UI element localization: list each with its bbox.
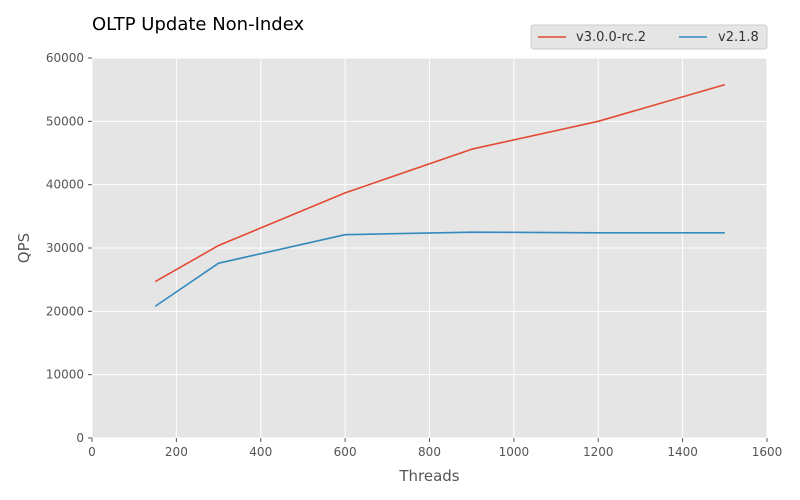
legend-label-v3: v3.0.0-rc.2 [576,30,646,45]
legend-label-v2: v2.1.8 [718,30,759,45]
y-tick-label: 50000 [46,114,84,128]
series-lines [154,83,726,307]
y-tick-label: 30000 [46,241,84,255]
x-axis: 0 200 400 600 800 1000 1200 1400 1600 [88,438,782,459]
x-tick-label: 1600 [752,445,783,459]
x-tick-label: 600 [334,445,357,459]
y-tick-label: 20000 [46,304,84,318]
x-tick-label: 0 [88,445,96,459]
x-tick-label: 800 [418,445,441,459]
x-tick-label: 1400 [667,445,698,459]
series-line-v2 [154,231,725,307]
x-tick-label: 1000 [499,445,530,459]
legend: v3.0.0-rc.2 v2.1.8 [530,24,768,50]
y-tick-label: 0 [76,431,84,445]
y-tick-label: 40000 [46,178,84,192]
x-tick-label: 1200 [583,445,614,459]
y-axis-title: QPS [15,233,33,263]
chart-title: OLTP Update Non-Index [92,14,304,35]
x-tick-label: 400 [249,445,272,459]
x-tick-label: 200 [165,445,188,459]
y-axis: 0 10000 20000 30000 40000 50000 60000 [46,51,92,445]
x-axis-title: Threads [398,467,459,485]
legend-box [530,24,768,50]
series-line-v3 [154,83,726,283]
y-tick-label: 10000 [46,368,84,382]
y-tick-label: 60000 [46,51,84,65]
